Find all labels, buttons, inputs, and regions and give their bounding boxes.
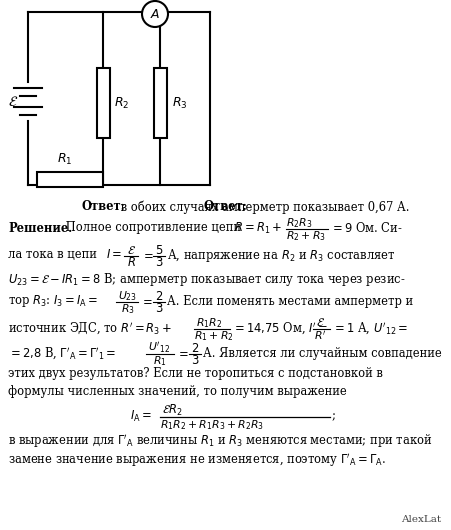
Text: $R$: $R$	[127, 257, 136, 269]
Text: $\mathcal{E}$: $\mathcal{E}$	[316, 316, 325, 330]
Text: $R_1$: $R_1$	[57, 152, 73, 167]
Text: ла тока в цепи: ла тока в цепи	[8, 249, 101, 261]
Text: $R_2$: $R_2$	[115, 95, 130, 111]
Text: $I =$: $I =$	[106, 249, 122, 261]
Text: $\mathcal{E}$: $\mathcal{E}$	[8, 94, 18, 109]
Text: $R_2R_3$: $R_2R_3$	[286, 216, 313, 230]
Text: $U_{23} = \mathcal{E} - IR_1 = 8$ В; амперметр показывает силу тока через резис-: $U_{23} = \mathcal{E} - IR_1 = 8$ В; амп…	[8, 271, 406, 288]
Text: $R = R_1 +$: $R = R_1 +$	[234, 220, 282, 235]
Text: формулы численных значений, то получим выражение: формулы численных значений, то получим в…	[8, 384, 347, 398]
Text: А, напряжение на $R_2$ и $R_3$ составляет: А, напряжение на $R_2$ и $R_3$ составляе…	[167, 246, 396, 263]
Text: $R_1R_2 + R_1R_3 + R_2R_3$: $R_1R_2 + R_1R_3 + R_2R_3$	[160, 418, 264, 432]
Text: Решение.: Решение.	[8, 222, 72, 234]
Text: $I_{\rm А} =$: $I_{\rm А} =$	[130, 409, 152, 423]
Text: ;: ;	[332, 410, 336, 422]
Text: в обоих случаях амперметр показывает 0,67 А.: в обоих случаях амперметр показывает 0,6…	[117, 200, 410, 214]
Text: Полное сопротивление цепи: Полное сопротивление цепи	[62, 222, 244, 234]
Text: $R_1 + R_2$: $R_1 + R_2$	[194, 329, 234, 343]
Text: $3$: $3$	[155, 257, 163, 269]
Text: источник ЭДС, то $R' = R_3 +$: источник ЭДС, то $R' = R_3 +$	[8, 320, 172, 336]
Text: $=$: $=$	[141, 249, 154, 261]
Text: $3$: $3$	[155, 303, 163, 315]
Text: Ответ:: Ответ:	[82, 200, 126, 214]
Text: Ответ:: Ответ:	[203, 200, 247, 214]
Text: $5$: $5$	[155, 243, 163, 257]
Text: замене значение выражения не изменяется, поэтому $\Gamma'_{\rm А} = \Gamma_{\rm : замене значение выражения не изменяется,…	[8, 451, 386, 469]
Text: $\mathcal{E}$: $\mathcal{E}$	[127, 243, 136, 257]
Text: $= 1$ А, $U'_{12} =$: $= 1$ А, $U'_{12} =$	[332, 320, 409, 336]
Text: $R_3$: $R_3$	[171, 95, 187, 111]
Text: $=$: $=$	[176, 347, 189, 359]
Text: $= 2{,}8$ В, $\Gamma'_{\rm А} = \Gamma'_1 =$: $= 2{,}8$ В, $\Gamma'_{\rm А} = \Gamma'_…	[8, 345, 116, 361]
Text: $2$: $2$	[155, 289, 163, 303]
Text: А. Если поменять местами амперметр и: А. Если поменять местами амперметр и	[167, 295, 413, 307]
Text: A: A	[151, 7, 159, 21]
Text: $\mathcal{E}R_2$: $\mathcal{E}R_2$	[162, 402, 183, 418]
Bar	[97, 68, 110, 138]
Text: $U_{23}$: $U_{23}$	[118, 289, 137, 303]
Text: в выражении для $\Gamma'_{\rm А}$ величины $R_1$ и $R_3$ меняются местами; при т: в выражении для $\Gamma'_{\rm А}$ величи…	[8, 432, 432, 450]
Text: $=$: $=$	[140, 295, 153, 307]
Bar	[153, 68, 166, 138]
Text: этих двух результатов? Если не торопиться с подстановкой в: этих двух результатов? Если не торопитьс…	[8, 367, 383, 381]
Text: $2$: $2$	[191, 341, 199, 355]
Text: $R_3$: $R_3$	[121, 302, 135, 316]
Bar	[37, 172, 103, 187]
Text: AlexLat: AlexLat	[401, 515, 441, 524]
Text: $= 14{,}75$ Ом, $I' =$: $= 14{,}75$ Ом, $I' =$	[232, 320, 328, 336]
Text: $3$: $3$	[191, 355, 199, 367]
Text: $U'_{12}$: $U'_{12}$	[148, 341, 170, 356]
Text: $R_1R_2$: $R_1R_2$	[196, 316, 222, 330]
Text: $R_2 + R_3$: $R_2 + R_3$	[286, 229, 326, 243]
Circle shape	[142, 1, 168, 27]
Text: $R_1$: $R_1$	[153, 354, 166, 368]
Text: $= 9$ Ом. Си-: $= 9$ Ом. Си-	[330, 221, 403, 235]
Text: $R'$: $R'$	[314, 330, 327, 342]
Text: тор $R_3$: $I_3 = I_{\rm А} =$: тор $R_3$: $I_3 = I_{\rm А} =$	[8, 293, 98, 309]
Text: А. Является ли случайным совпадение: А. Является ли случайным совпадение	[203, 347, 442, 359]
